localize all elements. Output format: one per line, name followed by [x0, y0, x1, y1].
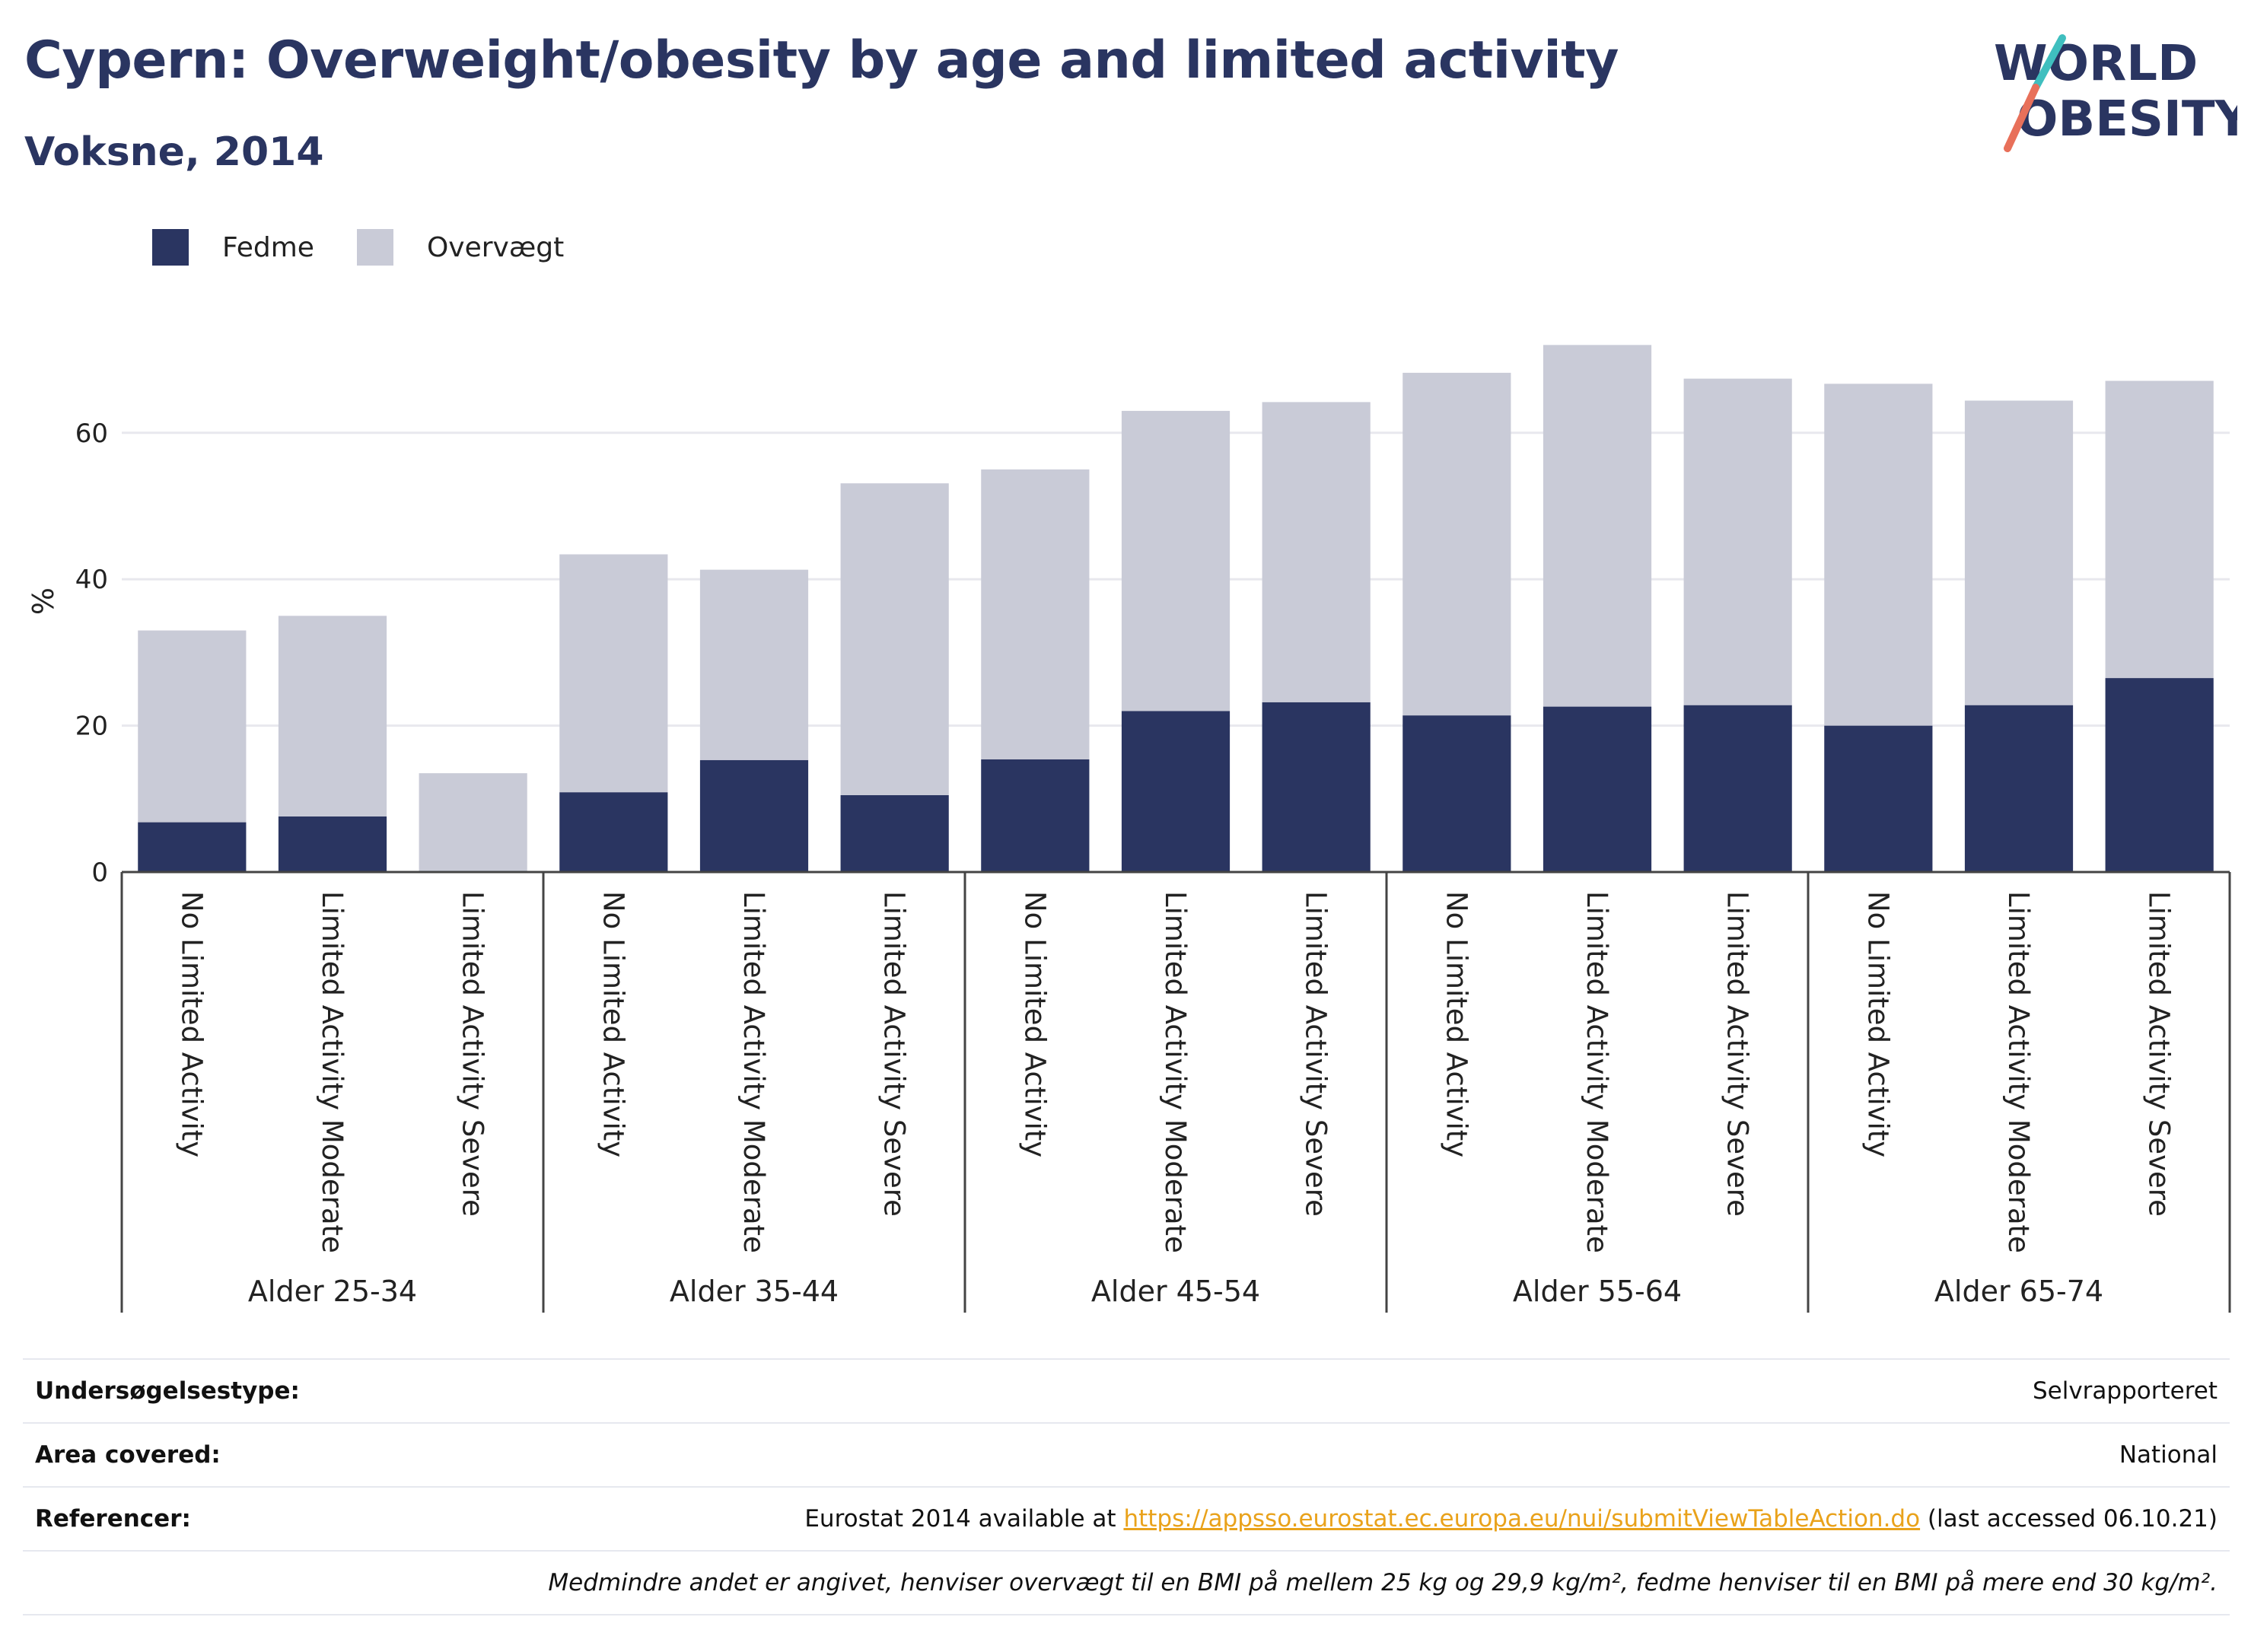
x-group-label: Alder 45-54	[1091, 1275, 1260, 1308]
logo-line2: OBESITY	[2017, 91, 2237, 148]
legend-label-overvaegt: Overvægt	[426, 231, 565, 263]
logo-accent-teal	[2032, 34, 2066, 91]
bar-fedme	[1964, 705, 2074, 872]
bar-fedme	[138, 822, 247, 872]
reference-prefix: Eurostat 2014 available at	[804, 1505, 1124, 1533]
info-value: Selvrapporteret	[2032, 1377, 2218, 1405]
y-axis-label: %	[27, 587, 60, 615]
info-table: Undersøgelsestype: Selvrapporteret Area …	[23, 1358, 2230, 1615]
bar-overvaegt	[1964, 400, 2074, 705]
x-category-label: Limited Activity Moderate	[1159, 891, 1192, 1253]
bar-overvaegt	[1683, 378, 1792, 705]
bar-overvaegt	[559, 554, 668, 793]
info-row-references: Referencer: Eurostat 2014 available at h…	[23, 1486, 2230, 1550]
x-category-label: Limited Activity Moderate	[316, 891, 349, 1253]
info-row-survey-type: Undersøgelsestype: Selvrapporteret	[23, 1358, 2230, 1422]
world-obesity-logo: WORLD OBESITY	[1994, 34, 2237, 152]
bar-fedme	[1824, 725, 1933, 872]
bar-overvaegt	[1824, 384, 1933, 726]
logo-accent-coral	[2004, 84, 2039, 152]
bar-fedme	[1121, 711, 1231, 872]
x-group-label: Alder 35-44	[670, 1275, 839, 1308]
bar-chart: 0 20 40 60% No Limited Activity Limited Activ…	[27, 345, 2231, 1313]
legend-swatch-fedme	[152, 229, 189, 266]
legend-item-overvaegt[interactable]: Overvægt	[356, 229, 565, 266]
legend-item-fedme[interactable]: Fedme	[152, 229, 314, 266]
x-group-label: Alder 65-74	[1934, 1275, 2103, 1308]
x-category-label: Limited Activity Severe	[1300, 891, 1332, 1217]
info-label: Area covered:	[35, 1441, 221, 1469]
bar-fedme	[1683, 705, 1792, 872]
bar-fedme	[1543, 706, 1652, 872]
info-label: Undersøgelsestype:	[35, 1377, 300, 1405]
legend-swatch-overvaegt	[356, 229, 393, 266]
y-tick-label: 0	[91, 858, 108, 888]
bar-fedme	[278, 816, 387, 872]
bar-overvaegt	[419, 773, 527, 872]
x-group-label: Alder 55-64	[1513, 1275, 1682, 1308]
bar-fedme	[559, 792, 668, 872]
reference-suffix: (last accessed 06.10.21)	[1920, 1505, 2218, 1533]
info-row-note: Medmindre andet er angivet, henviser ove…	[23, 1550, 2230, 1615]
bar-overvaegt	[981, 469, 1090, 759]
x-category-label: No Limited Activity	[175, 891, 208, 1157]
bmi-note: Medmindre andet er angivet, henviser ove…	[548, 1569, 2218, 1596]
info-row-area: Area covered: National	[23, 1422, 2230, 1486]
bar-overvaegt	[1262, 402, 1371, 702]
bar-fedme	[981, 759, 1090, 872]
logo-line1: WORLD	[1994, 36, 2198, 92]
bar-overvaegt	[2105, 380, 2214, 679]
bar-fedme	[699, 759, 809, 872]
bar-overvaegt	[1543, 345, 1652, 707]
y-tick-label: 40	[75, 565, 108, 595]
chart-subtitle: Voksne, 2014	[24, 129, 324, 175]
bar-overvaegt	[138, 630, 247, 823]
x-category-label: Limited Activity Severe	[2143, 891, 2176, 1217]
bar-overvaegt	[840, 483, 949, 795]
info-label: Referencer:	[35, 1505, 191, 1533]
x-category-label: No Limited Activity	[1440, 891, 1473, 1157]
bar-overvaegt	[278, 616, 387, 816]
x-category-label: Limited Activity Severe	[1721, 891, 1754, 1217]
bar-overvaegt	[1121, 410, 1231, 711]
x-category-label: No Limited Activity	[1861, 891, 1894, 1157]
x-category-label: No Limited Activity	[1018, 891, 1051, 1157]
info-value: National	[2119, 1441, 2218, 1469]
reference-link[interactable]: https://appsso.eurostat.ec.europa.eu/nui…	[1123, 1505, 1921, 1533]
x-category-label: No Limited Activity	[597, 891, 629, 1157]
bar-fedme	[840, 794, 949, 872]
x-category-label: Limited Activity Moderate	[1581, 891, 1613, 1253]
legend-label-fedme: Fedme	[222, 231, 314, 263]
chart-title: Cypern: Overweight/obesity by age and li…	[24, 30, 1619, 91]
x-group-label: Alder 25-34	[248, 1275, 417, 1308]
y-tick-label: 20	[75, 711, 108, 742]
x-category-label: Limited Activity Moderate	[737, 891, 770, 1253]
bar-fedme	[2105, 678, 2214, 872]
info-value: Eurostat 2014 available at https://appss…	[804, 1505, 2218, 1533]
x-category-label: Limited Activity Severe	[878, 891, 911, 1217]
chart-legend: Fedme Overvægt	[152, 224, 607, 270]
bar-overvaegt	[1402, 372, 1511, 716]
y-tick-label: 60	[75, 419, 108, 449]
x-category-label: Limited Activity Moderate	[2002, 891, 2035, 1253]
bar-fedme	[1402, 715, 1511, 872]
x-category-label: Limited Activity Severe	[457, 891, 489, 1217]
bar-overvaegt	[699, 569, 809, 760]
bar-fedme	[1262, 702, 1371, 872]
